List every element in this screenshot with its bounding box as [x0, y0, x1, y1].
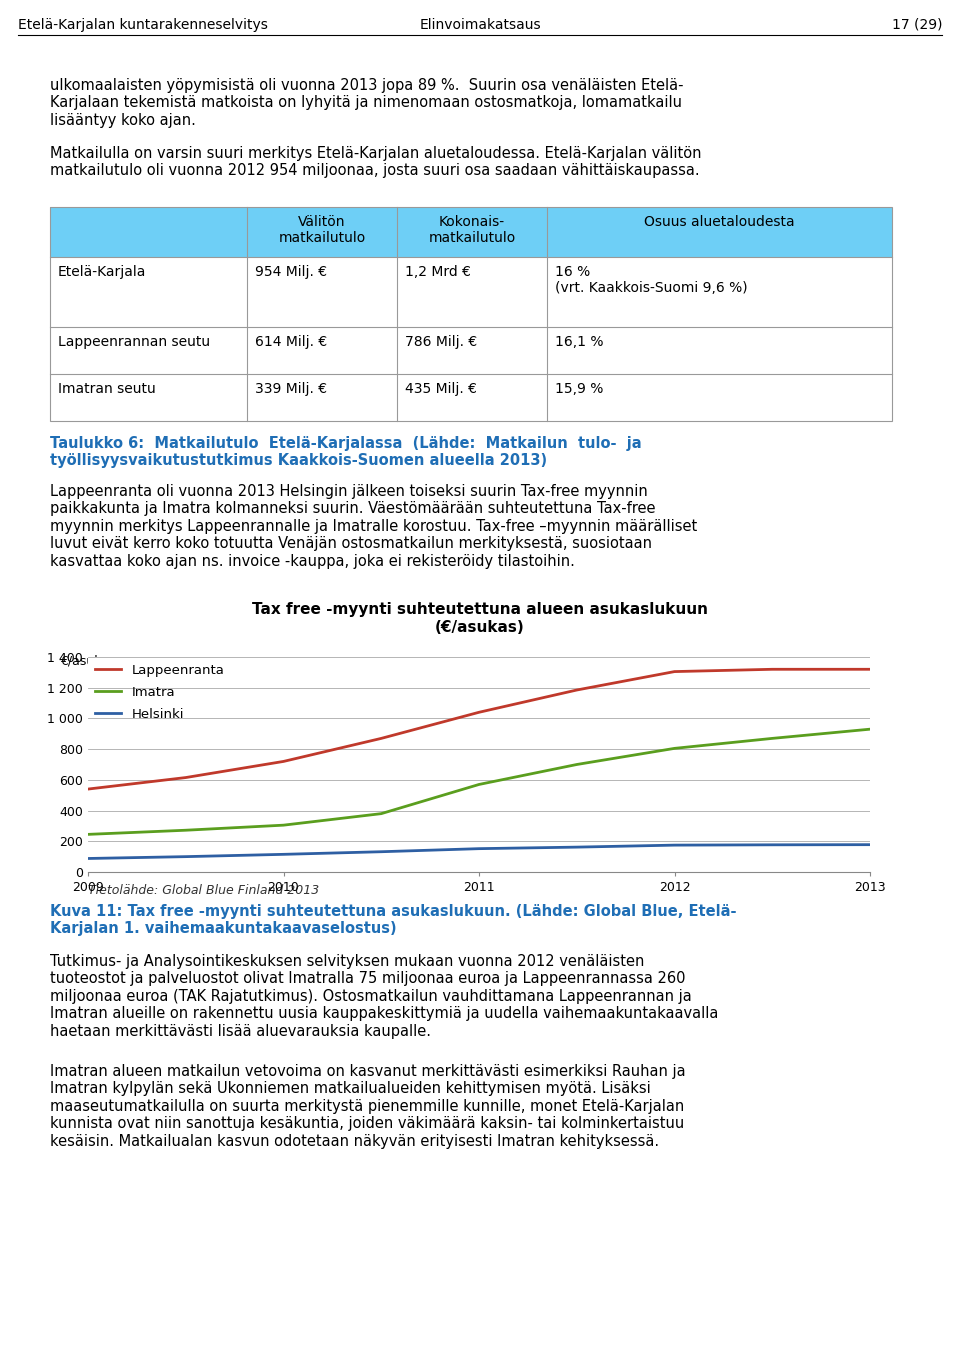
Text: Lappeenranta oli vuonna 2013 Helsingin jälkeen toiseksi suurin Tax-free myynnin
: Lappeenranta oli vuonna 2013 Helsingin j…: [50, 485, 697, 568]
Helsinki: [375, 844, 387, 860]
Lappeenranta: [375, 730, 387, 747]
Imatra: [864, 721, 876, 737]
Lappeenranta: [83, 780, 94, 796]
Text: 1,2 Mrd €: 1,2 Mrd €: [405, 265, 470, 279]
Text: Imatran alueen matkailun vetovoima on kasvanut merkittävästi esimerkiksi Rauhan : Imatran alueen matkailun vetovoima on ka…: [50, 1064, 685, 1149]
Lappeenranta: [277, 753, 289, 769]
Legend: Lappeenranta, Imatra, Helsinki: Lappeenranta, Imatra, Helsinki: [95, 664, 225, 721]
Imatra: [766, 730, 778, 747]
Text: Osuus aluetaloudesta: Osuus aluetaloudesta: [644, 215, 795, 230]
Text: Kuva 11: Tax free -myynti suhteutettuna asukaslukuun. (Lähde: Global Blue, Etelä: Kuva 11: Tax free -myynti suhteutettuna …: [50, 904, 736, 937]
Text: Kokonais-
matkailutulo: Kokonais- matkailutulo: [428, 215, 516, 246]
Helsinki: [571, 838, 583, 855]
Bar: [50, 207, 892, 256]
Text: (€/asukas): (€/asukas): [435, 620, 525, 634]
Lappeenranta: [571, 682, 583, 698]
Helsinki: [669, 837, 681, 853]
Lappeenranta: [669, 663, 681, 679]
Imatra: [375, 806, 387, 822]
Line: Lappeenranta: Lappeenranta: [88, 670, 870, 788]
Imatra: [571, 756, 583, 772]
Text: Imatran seutu: Imatran seutu: [58, 382, 156, 396]
Helsinki: [766, 837, 778, 853]
Text: 16,1 %: 16,1 %: [555, 335, 604, 350]
Text: Matkailulla on varsin suuri merkitys Etelä-Karjalan aluetaloudessa. Etelä-Karjal: Matkailulla on varsin suuri merkitys Ete…: [50, 146, 702, 178]
Text: 339 Milj. €: 339 Milj. €: [255, 382, 327, 396]
Text: ulkomaalaisten yöpymisistä oli vuonna 2013 jopa 89 %.  Suurin osa venäläisten Et: ulkomaalaisten yöpymisistä oli vuonna 20…: [50, 78, 684, 128]
Text: Etelä-Karjala: Etelä-Karjala: [58, 265, 146, 279]
Helsinki: [473, 841, 485, 857]
Text: 786 Milj. €: 786 Milj. €: [405, 335, 477, 350]
Text: Välitön
matkailutulo: Välitön matkailutulo: [278, 215, 366, 246]
Text: Tax free -myynti suhteutettuna alueen asukaslukuun: Tax free -myynti suhteutettuna alueen as…: [252, 602, 708, 617]
Text: Tietolähde: Global Blue Finland 2013: Tietolähde: Global Blue Finland 2013: [88, 884, 320, 896]
Text: 954 Milj. €: 954 Milj. €: [255, 265, 327, 279]
Helsinki: [180, 849, 191, 865]
Line: Helsinki: Helsinki: [88, 845, 870, 859]
Text: Elinvoimakatsaus: Elinvoimakatsaus: [420, 18, 540, 32]
Imatra: [473, 776, 485, 792]
Imatra: [83, 826, 94, 842]
Imatra: [277, 817, 289, 833]
Imatra: [669, 740, 681, 756]
Lappeenranta: [864, 662, 876, 678]
Lappeenranta: [766, 662, 778, 678]
Imatra: [180, 822, 191, 838]
Helsinki: [277, 846, 289, 863]
Text: 435 Milj. €: 435 Milj. €: [405, 382, 477, 396]
Text: 17 (29): 17 (29): [892, 18, 942, 32]
Line: Imatra: Imatra: [88, 729, 870, 834]
Text: Etelä-Karjalan kuntarakenneselvitys: Etelä-Karjalan kuntarakenneselvitys: [18, 18, 268, 32]
Lappeenranta: [473, 705, 485, 721]
Lappeenranta: [180, 769, 191, 786]
Text: 16 %
(vrt. Kaakkois-Suomi 9,6 %): 16 % (vrt. Kaakkois-Suomi 9,6 %): [555, 265, 748, 296]
Text: 614 Milj. €: 614 Milj. €: [255, 335, 327, 350]
Text: €/asukas: €/asukas: [60, 655, 115, 668]
Bar: [50, 207, 892, 421]
Text: Tutkimus- ja Analysointikeskuksen selvityksen mukaan vuonna 2012 venäläisten
tuo: Tutkimus- ja Analysointikeskuksen selvit…: [50, 954, 718, 1038]
Helsinki: [83, 850, 94, 867]
Text: 15,9 %: 15,9 %: [555, 382, 604, 396]
Text: Lappeenrannan seutu: Lappeenrannan seutu: [58, 335, 210, 350]
Helsinki: [864, 837, 876, 853]
Text: Taulukko 6:  Matkailutulo  Etelä-Karjalassa  (Lähde:  Matkailun  tulo-  ja
työll: Taulukko 6: Matkailutulo Etelä-Karjalass…: [50, 436, 641, 468]
